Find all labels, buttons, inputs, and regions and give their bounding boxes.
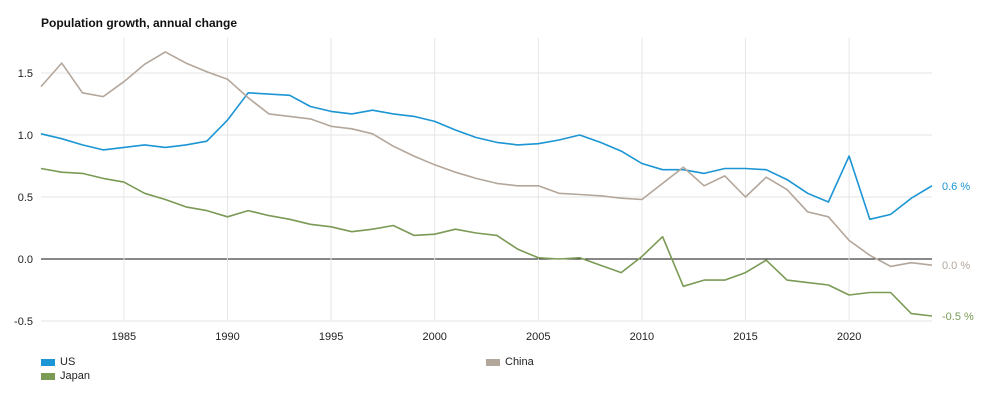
legend-item-japan[interactable]: Japan bbox=[41, 370, 90, 382]
series-lines bbox=[40, 51, 933, 317]
legend-item-china[interactable]: China bbox=[486, 356, 534, 368]
series-line-china bbox=[40, 51, 933, 268]
legend-swatch-china bbox=[486, 358, 500, 366]
end-labels: 0.6 % 0.0 % -0.5 % bbox=[942, 181, 974, 323]
legend-label-china: China bbox=[505, 356, 534, 368]
x-tick-label: 2015 bbox=[733, 331, 757, 343]
y-tick-label: 0.0 bbox=[18, 254, 33, 266]
y-tick-label: 1.0 bbox=[18, 130, 33, 142]
x-tick-label: 2010 bbox=[630, 331, 654, 343]
x-tick-label: 2000 bbox=[422, 331, 446, 343]
gridlines bbox=[41, 38, 932, 322]
x-tick-label: 1990 bbox=[215, 331, 239, 343]
legend-item-us[interactable]: US bbox=[41, 356, 75, 368]
x-tick-label: 2005 bbox=[526, 331, 550, 343]
x-tick-label: 1985 bbox=[112, 331, 136, 343]
end-label-china: 0.0 % bbox=[942, 260, 970, 272]
y-axis: -0.5 0.0 0.5 1.0 1.5 bbox=[14, 68, 33, 328]
x-tick-label: 1995 bbox=[319, 331, 343, 343]
x-tick-label: 2020 bbox=[837, 331, 861, 343]
legend-label-us: US bbox=[60, 356, 76, 368]
end-label-us: 0.6 % bbox=[942, 181, 970, 193]
y-tick-label: -0.5 bbox=[14, 316, 33, 328]
legend-label-japan: Japan bbox=[60, 370, 90, 382]
legend-swatch-us bbox=[41, 358, 55, 366]
series-line-japan bbox=[40, 167, 933, 317]
legend-swatch-japan bbox=[41, 372, 55, 380]
x-axis: 1985 1990 1995 2000 2005 2010 2015 2020 bbox=[112, 331, 862, 343]
y-tick-label: 0.5 bbox=[18, 192, 33, 204]
series-line-us bbox=[40, 92, 933, 221]
y-tick-label: 1.5 bbox=[18, 68, 33, 80]
chart-title: Population growth, annual change bbox=[41, 16, 237, 30]
end-label-japan: -0.5 % bbox=[942, 311, 974, 323]
